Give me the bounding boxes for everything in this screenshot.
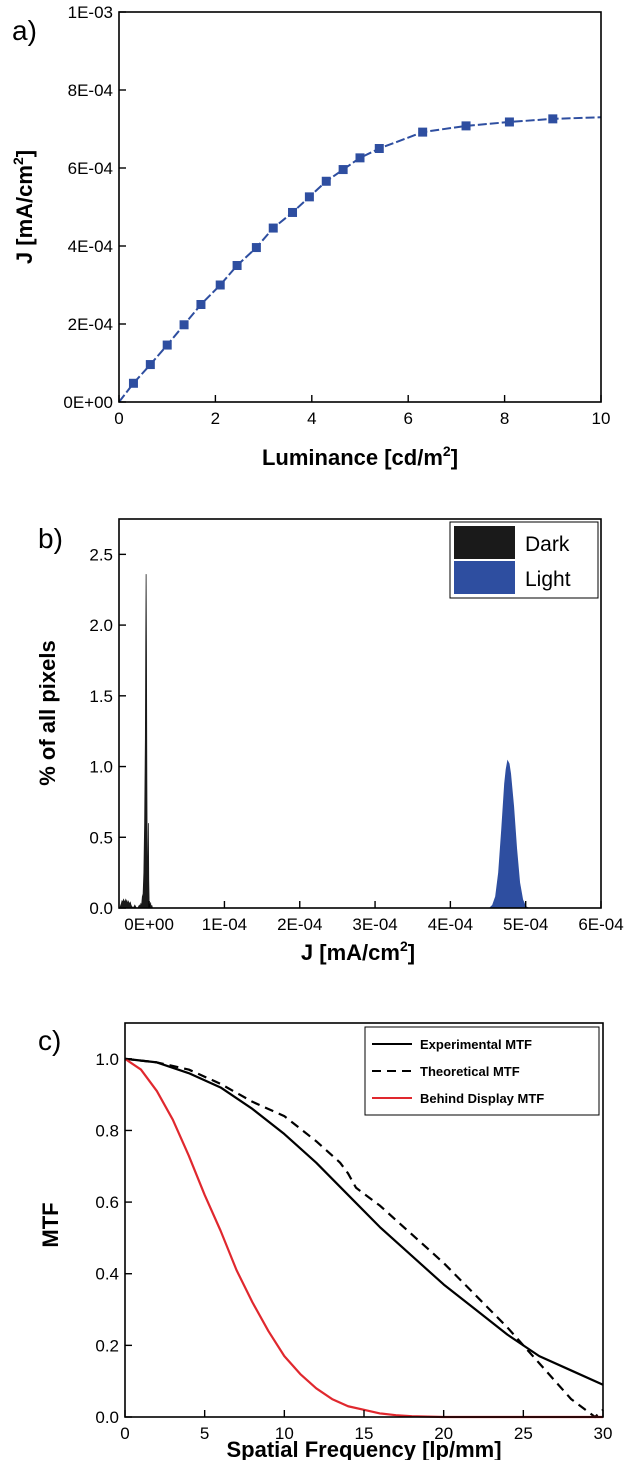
panel-a-data-point — [196, 300, 206, 309]
c-x-tick-label: 20 — [434, 1424, 453, 1443]
panel-a-data-point — [162, 340, 172, 350]
b-y-tick-label: 1.0 — [89, 758, 113, 777]
panel-c-x-ticks: 0 5 10 15 20 25 30 — [120, 1410, 612, 1443]
panel-c-y-axis-label: MTF — [38, 1202, 63, 1247]
b-y-tick-label: 0.0 — [89, 899, 113, 918]
c-x-tick-label: 30 — [594, 1424, 613, 1443]
b-y-tick-label: 2.0 — [89, 616, 113, 635]
a-x-tick-label: 10 — [592, 409, 611, 428]
panel-a-data-point — [288, 207, 298, 217]
panel-c-chart: c) 0 5 10 15 20 25 30 0.0 0.2 0.4 0.6 0.8 1.0 Spati… — [38, 1022, 612, 1460]
b-x-tick-label: 4E-04 — [428, 915, 473, 934]
b-x-tick-label: 2E-04 — [277, 915, 322, 934]
a-x-tick-label: 2 — [211, 409, 220, 428]
legend-label-dark: Dark — [525, 533, 570, 556]
panel-b-plot-area — [119, 574, 529, 909]
b-y-tick-label: 1.5 — [89, 687, 113, 706]
legend-swatch-dark — [454, 526, 515, 559]
panel-a-data-point — [179, 320, 189, 330]
c-y-tick-label: 0.0 — [95, 1408, 119, 1427]
panel-b-light-histogram — [488, 759, 529, 909]
panel-a-label: a) — [12, 15, 37, 46]
a-x-tick-label: 0 — [114, 409, 123, 428]
a-y-tick-label: 2E-04 — [68, 315, 113, 334]
b-x-tick-label: 5E-04 — [503, 915, 548, 934]
legend-label-light: Light — [525, 568, 571, 591]
panel-c-label: c) — [38, 1025, 61, 1056]
legend-label-experimental: Experimental MTF — [420, 1037, 532, 1052]
panel-b-x-axis-label: J [mA/cm2] — [301, 938, 415, 965]
panel-b-y-ticks: 0.0 0.5 1.0 1.5 2.0 2.5 — [89, 545, 126, 918]
panel-a-x-ticks: 0 2 4 6 8 10 — [114, 395, 610, 428]
c-y-tick-label: 0.2 — [95, 1336, 119, 1355]
b-x-tick-label: 1E-04 — [202, 915, 247, 934]
panel-a-x-axis-label: Luminance [cd/m2] — [262, 443, 458, 470]
panel-a-data-point — [548, 114, 558, 124]
panel-c-theoretical-line — [124, 1057, 604, 1419]
panel-a-data-point — [215, 280, 225, 290]
legend-label-behind-display: Behind Display MTF — [420, 1091, 544, 1106]
panel-a-data-point — [304, 192, 314, 202]
panel-b-legend: Dark Light — [449, 521, 599, 599]
a-y-tick-label: 4E-04 — [68, 237, 113, 256]
panel-a-y-ticks: 0E+00 2E-04 4E-04 6E-04 8E-04 1E-03 — [63, 3, 126, 412]
a-y-tick-label: 6E-04 — [68, 159, 113, 178]
c-y-tick-label: 0.8 — [95, 1121, 119, 1140]
c-x-tick-label: 10 — [275, 1424, 294, 1443]
legend-swatch-light — [454, 561, 515, 594]
panel-b-chart: b) 0E+00 1E-04 2E-04 3E-04 4E-04 5E-04 6E-04 0… — [35, 518, 624, 965]
panel-a-data-point — [461, 121, 471, 131]
panel-c-x-axis-label: Spatial Frequency [lp/mm] — [226, 1437, 501, 1460]
panel-a-data-point — [128, 378, 138, 388]
panel-c-y-ticks: 0.0 0.2 0.4 0.6 0.8 1.0 — [95, 1050, 132, 1427]
panel-b-x-ticks: 0E+00 1E-04 2E-04 3E-04 4E-04 5E-04 6E-04 — [124, 901, 624, 934]
a-y-tick-label: 8E-04 — [68, 81, 113, 100]
panel-a-data-point — [504, 117, 514, 127]
c-x-tick-label: 5 — [200, 1424, 209, 1443]
panel-a-data-point — [232, 261, 242, 270]
panel-a-plot-area — [118, 114, 602, 403]
c-y-tick-label: 0.4 — [95, 1265, 119, 1284]
a-x-tick-label: 8 — [500, 409, 509, 428]
c-y-tick-label: 1.0 — [95, 1050, 119, 1069]
a-y-tick-label: 1E-03 — [68, 3, 113, 22]
a-y-tick-label: 0E+00 — [63, 393, 113, 412]
panel-b-dark-histogram — [119, 574, 154, 909]
b-x-tick-label: 6E-04 — [578, 915, 623, 934]
panel-b-label: b) — [38, 523, 63, 554]
panel-a-data-point — [374, 144, 384, 153]
b-x-tick-label: 0E+00 — [124, 915, 174, 934]
b-y-tick-label: 2.5 — [89, 545, 113, 564]
c-x-tick-label: 15 — [355, 1424, 374, 1443]
panel-a-data-point — [355, 153, 365, 163]
panel-a-data-point — [321, 176, 331, 186]
b-y-tick-label: 0.5 — [89, 828, 113, 847]
panel-a-data-point — [338, 165, 348, 175]
panel-b-y-axis-label: % of all pixels — [35, 640, 60, 786]
panel-a-data-point — [268, 223, 278, 233]
panel-a-data-point — [251, 243, 261, 253]
panel-a-y-axis-label: J [mA/cm2] — [10, 150, 37, 264]
panel-c-legend: Experimental MTF Theoretical MTF Behind … — [364, 1026, 600, 1116]
c-x-tick-label: 25 — [514, 1424, 533, 1443]
panel-a-data-point — [145, 360, 155, 370]
a-x-tick-label: 6 — [403, 409, 412, 428]
c-y-tick-label: 0.6 — [95, 1193, 119, 1212]
panel-a-data-point — [418, 127, 428, 137]
legend-label-theoretical: Theoretical MTF — [420, 1064, 520, 1079]
panel-a-chart: a) 0 2 4 6 8 10 0E+00 2E-04 4E-04 6E-04 8E-04 1E-0… — [10, 3, 610, 470]
c-x-tick-label: 0 — [120, 1424, 129, 1443]
b-x-tick-label: 3E-04 — [352, 915, 397, 934]
a-x-tick-label: 4 — [307, 409, 316, 428]
panel-b-frame — [118, 518, 602, 909]
panel-a-frame — [118, 11, 602, 403]
